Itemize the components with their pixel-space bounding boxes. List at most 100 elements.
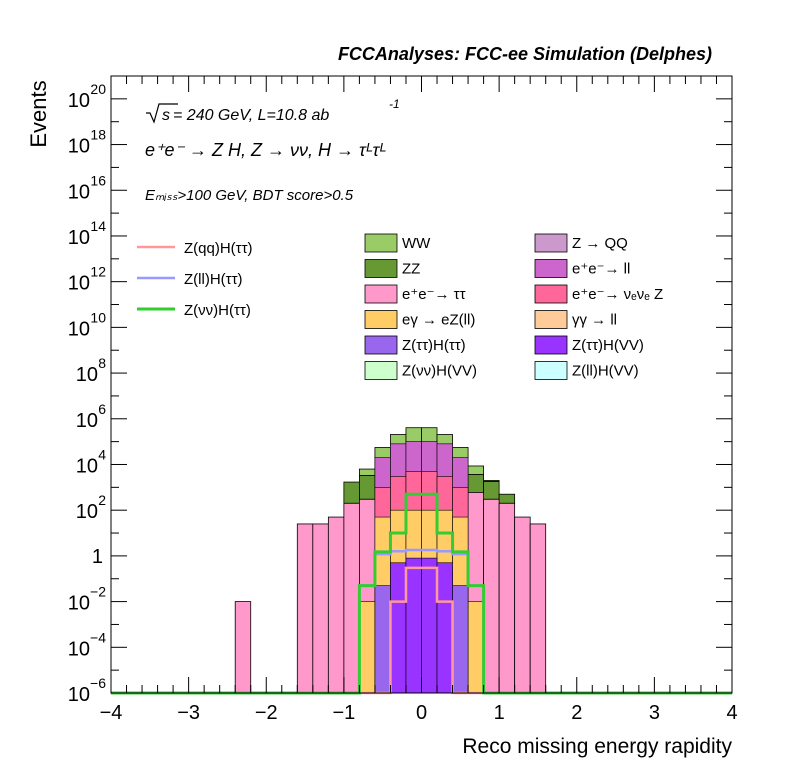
svg-text:-1: -1: [389, 97, 400, 111]
overlay-bar-6-21: [436, 562, 453, 694]
bar-0-12: [296, 523, 314, 694]
y-tick-base: 10: [68, 684, 90, 706]
legend-swatch: [534, 361, 568, 380]
legend-label: Z(ττ)H(VV): [572, 337, 644, 354]
y-tick-label: −210: [68, 584, 106, 615]
y-tick-exp: 16: [90, 172, 106, 188]
y-axis-label: Events: [26, 80, 51, 147]
legend: Z(qq)H(ττ) Z(ll)H(ττ) Z(νν)H(ττ) WW ZZ e⁺e⁻→ …: [137, 233, 663, 380]
y-tick-base: 10: [68, 136, 90, 158]
y-tick-base: 10: [76, 455, 98, 477]
bar-2-16: [358, 468, 376, 476]
legend-label: e⁺e⁻→ νₑνₑ Z: [572, 286, 663, 303]
legend-label: Z(νν)H(ττ): [184, 302, 251, 319]
overlay-bar-6-20: [421, 557, 438, 694]
svg-text:= 240 GeV, L=10.8 ab: = 240 GeV, L=10.8 ab: [173, 107, 329, 124]
legend-swatch: [534, 310, 568, 329]
legend-label: Z(ll)H(VV): [572, 363, 639, 380]
overlay-bar-5-17: [374, 585, 391, 694]
legend-swatch: [364, 259, 398, 278]
legend-label: γγ → ll: [572, 312, 617, 329]
y-tick-base: 10: [68, 638, 90, 660]
legend-label: Z(νν)H(VV): [402, 363, 477, 380]
legend-label: WW: [402, 235, 431, 252]
y-tick-label: 410: [76, 446, 106, 477]
y-tick-exp: 18: [90, 127, 106, 143]
x-axis-label: Reco missing energy rapidity: [462, 735, 732, 758]
bar-0-15: [343, 502, 360, 694]
legend-swatch: [364, 361, 398, 380]
y-tick-base: 10: [76, 501, 98, 523]
y-tick-label: 1: [92, 546, 103, 568]
legend-swatch: [364, 310, 398, 329]
bar-1-25: [498, 493, 516, 504]
x-axis-ticks: −4 −3 −2 −1 0 1 2 3 4: [100, 76, 738, 724]
y-tick-base: 10: [68, 273, 90, 295]
y-tick-base: 10: [76, 410, 98, 432]
svg-text:s: s: [162, 107, 170, 124]
legend-label: Z → QQ: [572, 235, 628, 252]
bar-0-24: [483, 498, 500, 694]
y-tick-base: 10: [68, 227, 90, 249]
bar-1-23: [467, 474, 485, 493]
y-tick-exp: 10: [90, 309, 106, 325]
y-tick-exp: −2: [90, 584, 106, 600]
bar-1-16: [358, 475, 376, 500]
y-tick-label: −410: [68, 629, 106, 660]
y-tick-base: 10: [76, 364, 98, 386]
overlay-bar-3-16: [359, 601, 376, 694]
legend-swatch: [534, 259, 568, 278]
y-tick-exp: 4: [98, 446, 106, 462]
annotation-cuts: Eₘᵢₛₛ>100 GeV, BDT score>0.5: [145, 187, 354, 204]
bar-0-13: [312, 523, 329, 694]
y-tick-exp: 2: [98, 492, 106, 508]
legend-swatch: [364, 284, 398, 304]
legend-label: e⁺e⁻→ ττ: [402, 286, 466, 303]
y-tick-label: 810: [76, 355, 106, 386]
y-tick-exp: 6: [98, 401, 106, 417]
x-tick-label: −4: [100, 702, 123, 724]
x-tick-label: −3: [177, 702, 200, 724]
y-tick-base: 1: [92, 546, 103, 568]
y-tick-base: 10: [68, 181, 90, 203]
x-tick-label: 3: [649, 702, 660, 724]
overlay-bar-5-22: [452, 585, 469, 694]
legend-swatch: [534, 233, 568, 253]
x-tick-label: 1: [494, 702, 505, 724]
y-tick-exp: 14: [90, 218, 106, 234]
legend-label: e⁺e⁻→ ll: [572, 261, 630, 278]
bar-0-8: [234, 601, 252, 694]
legend-swatch: [534, 284, 568, 304]
bar-1-24: [483, 481, 500, 500]
y-tick-exp: −4: [90, 629, 106, 645]
bar-1-15: [343, 481, 360, 504]
x-tick-label: −2: [255, 702, 278, 724]
chart-title: FCCAnalyses: FCC-ee Simulation (Delphes): [338, 44, 712, 64]
bar-2-23: [467, 465, 485, 476]
y-tick-exp: 20: [90, 81, 106, 97]
annotation-process: e⁺e⁻ → Z H, Z → νν, H → τᴸτᴸ: [145, 140, 386, 160]
legend-label: Z(qq)H(ττ): [184, 240, 253, 257]
overlay-bar-6-19: [405, 557, 422, 694]
y-tick-base: 10: [68, 90, 90, 112]
y-tick-base: 10: [68, 593, 90, 615]
y-tick-label: 610: [76, 401, 106, 432]
legend-label: eγ → eZ(ll): [402, 312, 475, 329]
legend-swatch: [534, 335, 568, 355]
bar-0-27: [529, 523, 547, 694]
y-tick-label: 210: [76, 492, 106, 523]
legend-label: ZZ: [402, 261, 420, 278]
x-tick-label: 4: [726, 702, 737, 724]
overlay-bar-6-18: [390, 562, 407, 694]
legend-swatch: [364, 335, 398, 355]
bar-0-14: [327, 516, 345, 694]
overlay-bar-3-23: [467, 601, 484, 694]
legend-label: Z(ττ)H(ττ): [402, 337, 466, 354]
